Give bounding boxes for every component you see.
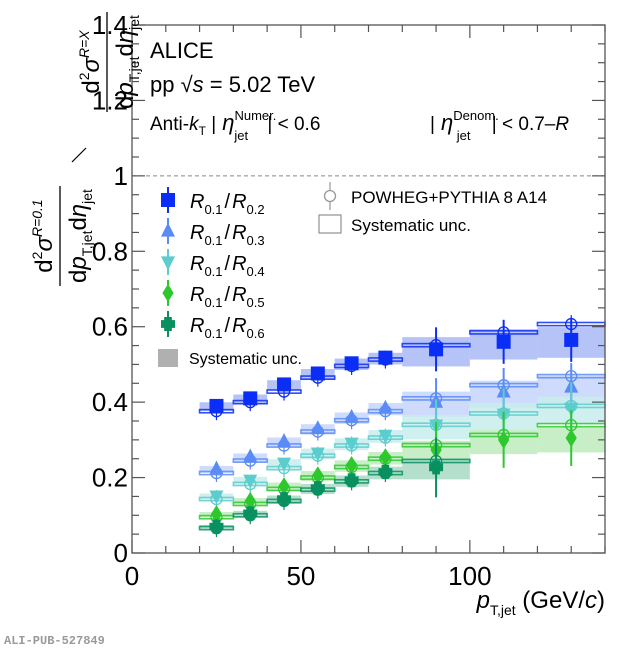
data-point xyxy=(244,491,256,511)
legend-marker xyxy=(161,317,175,331)
legend-marker xyxy=(162,283,174,303)
data-point xyxy=(310,366,325,381)
data-point xyxy=(378,464,393,479)
legend-marker xyxy=(161,193,175,207)
data-point xyxy=(378,429,393,444)
y-tick-label: 0.8 xyxy=(92,236,128,266)
y-tick-label: 0.4 xyxy=(92,387,128,417)
legend-label: R0.1/R0.3 xyxy=(190,222,265,248)
x-tick-label: 100 xyxy=(448,561,491,591)
data-point xyxy=(277,377,292,392)
legend-syst-swatch xyxy=(158,349,178,367)
legend-model-syst-label: Systematic unc. xyxy=(351,216,471,235)
y-title-denominator: dpT,jetdηjet xyxy=(65,189,95,283)
data-point xyxy=(429,342,444,357)
x-axis-title: pT,jet (GeV/c) xyxy=(476,587,605,618)
data-point xyxy=(243,506,258,521)
legend-label: R0.1/R0.5 xyxy=(190,284,265,310)
data-point xyxy=(565,428,577,448)
data-point xyxy=(564,402,579,417)
data-point xyxy=(209,490,224,505)
data-point xyxy=(209,519,224,534)
y-tick-label: 0.6 xyxy=(92,312,128,342)
data-point xyxy=(564,332,579,347)
series-r0-1-r0-6 xyxy=(209,437,444,538)
legend-model-marker xyxy=(323,189,337,203)
data-point xyxy=(243,448,258,463)
data-point xyxy=(429,460,444,475)
y-tick-label: 1.2 xyxy=(92,85,128,115)
data-point xyxy=(344,437,359,452)
data-point xyxy=(344,356,359,371)
data-point xyxy=(277,432,292,447)
data-point xyxy=(278,477,290,496)
y-title-denominator: dpT,jetdηjet xyxy=(112,15,142,109)
legend-label: R0.1/R0.2 xyxy=(190,191,265,217)
data-point xyxy=(346,456,358,475)
y-tick-label: 0 xyxy=(114,538,128,568)
data-point xyxy=(310,420,325,435)
data-point xyxy=(210,505,223,524)
y-title-numerator: d2σR=X xyxy=(76,30,105,94)
data-point xyxy=(379,448,391,467)
x-tick-label: 50 xyxy=(286,561,315,591)
series-r0-1-r0-2 xyxy=(209,315,579,421)
experiment-label: ALICE xyxy=(150,38,214,63)
footer-id: ALI-PUB-527849 xyxy=(4,634,105,648)
legend-label: R0.1/R0.6 xyxy=(190,315,265,341)
x-tick-label: 0 xyxy=(125,561,139,591)
data-point xyxy=(344,408,359,423)
data-point xyxy=(277,457,292,472)
eta-num-cut-label: Anti-kT | ηNumer. jet | < 0.6 xyxy=(150,108,320,143)
y-tick-label: 0.2 xyxy=(92,463,128,493)
data-point xyxy=(498,430,510,449)
y-tick-label: 1.4 xyxy=(92,10,128,40)
data-point xyxy=(496,334,511,349)
collision-energy-label: pp √s = 5.02 TeV xyxy=(150,72,316,97)
data-point xyxy=(310,481,325,496)
legend-syst-label: Systematic unc. xyxy=(189,351,302,368)
legend-label: R0.1/R0.4 xyxy=(190,253,265,279)
data-point xyxy=(378,399,393,414)
data-point xyxy=(243,391,258,406)
legend-model-syst-swatch xyxy=(318,214,342,234)
eta-den-cut-label: | ηDenom. jet | < 0.7–R xyxy=(430,108,569,143)
legend-marker xyxy=(161,256,175,271)
legend-model-label: POWHEG+PYTHIA 8 A14 xyxy=(351,188,547,207)
data-point xyxy=(312,466,324,485)
y-title-slash xyxy=(71,147,87,163)
data-point xyxy=(378,350,393,365)
data-point xyxy=(310,447,325,462)
legend-marker xyxy=(161,222,175,237)
data-point xyxy=(209,460,224,475)
y-title-numerator: d2σR=0.1 xyxy=(29,199,58,272)
y-tick-label: 1 xyxy=(114,161,128,191)
data-point xyxy=(277,492,292,507)
data-point xyxy=(243,474,258,489)
data-point xyxy=(344,473,359,488)
data-point xyxy=(209,398,224,413)
